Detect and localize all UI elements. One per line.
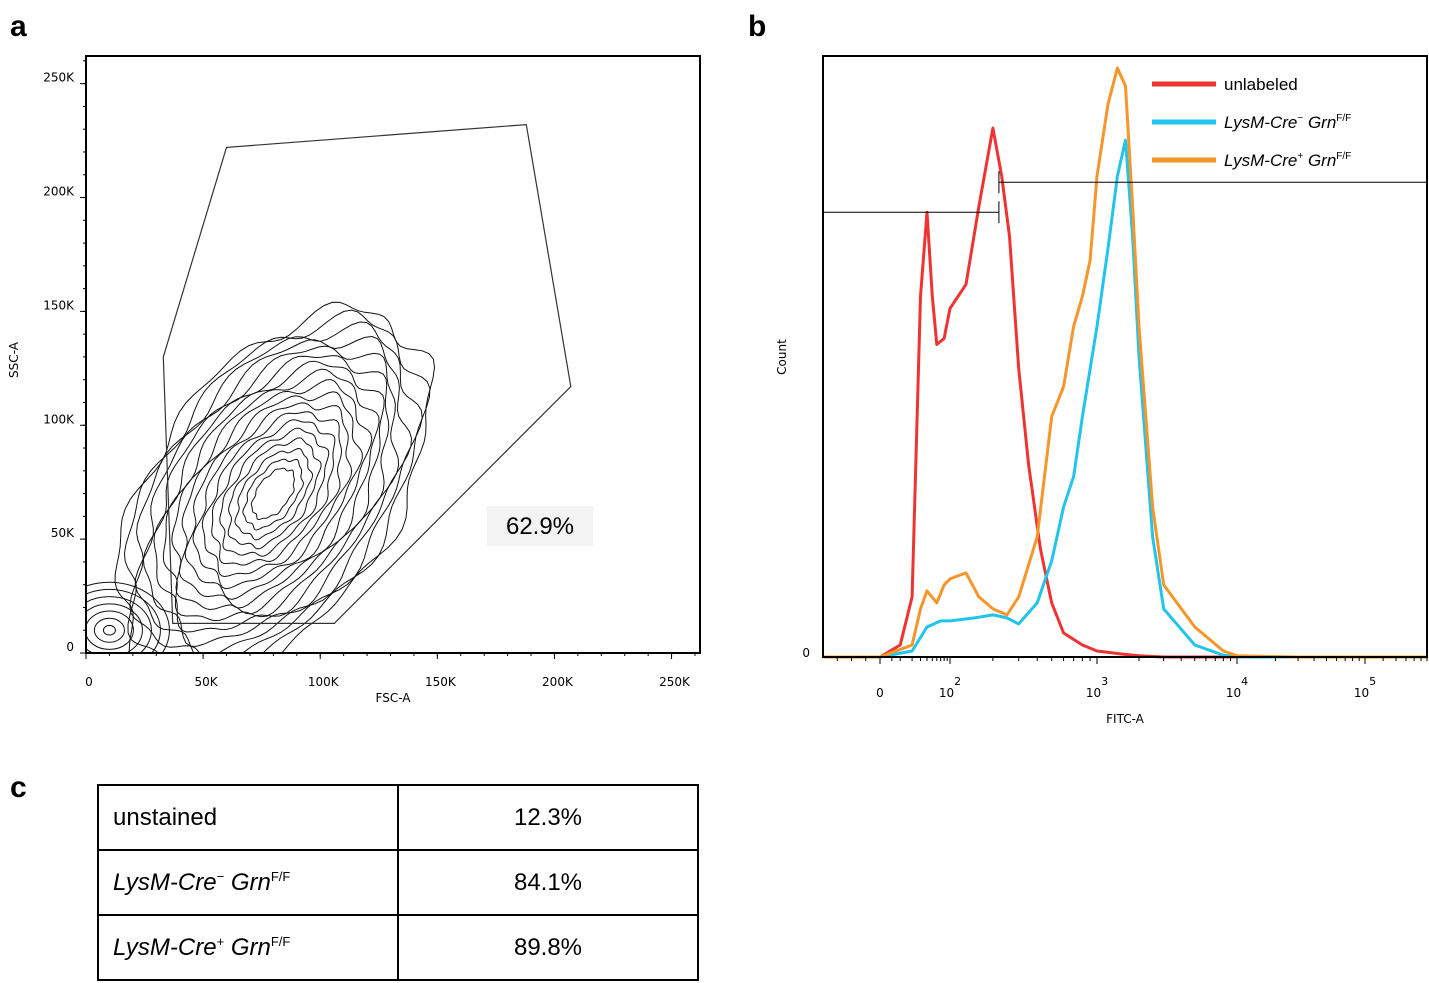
- table-cell-name: LysM-Cre+ GrnF/F: [97, 914, 399, 981]
- x-tick-label: 0: [876, 686, 884, 700]
- y-axis-label-a: SSC-A: [7, 341, 21, 378]
- x-tick-label: 50K: [195, 675, 219, 689]
- x-tick-label: 105: [1354, 675, 1376, 700]
- contour-line: [242, 458, 304, 531]
- x-tick-label: 250K: [659, 675, 691, 689]
- contour-line: [219, 427, 330, 557]
- x-tick-label: 200K: [542, 675, 574, 689]
- contour-line: [227, 437, 322, 550]
- contour-plot-panel: 0 50K 100K 150K 200K 250K 0 50K 100K 150K 200K 250K…: [7, 55, 701, 705]
- legend-entry: LysM-Cre+ GrnF/F: [1224, 151, 1351, 170]
- contour-line: [102, 624, 116, 636]
- x-tick-label: 0: [85, 675, 93, 689]
- table-cell-value: 12.3%: [397, 784, 699, 851]
- contour-line: [86, 581, 170, 653]
- plot-frame-b: [822, 55, 1428, 658]
- table-cell-value: 84.1%: [397, 849, 699, 916]
- x-tick-label: 102: [939, 675, 961, 700]
- contour-line: [234, 447, 314, 541]
- table-row: unstained 12.3%: [97, 784, 699, 851]
- contour-line: [86, 603, 143, 653]
- y-tick-label: 200K: [43, 185, 75, 199]
- y-tick-label: 50K: [51, 526, 75, 540]
- contour-line: [114, 301, 436, 653]
- x-tick-label: 103: [1086, 675, 1108, 700]
- plot-frame-a: [85, 55, 701, 654]
- table-cell-name: unstained: [97, 784, 399, 851]
- gate-polygon: [162, 123, 572, 625]
- table-row: LysM-Cre− GrnF/F 84.1%: [97, 849, 699, 916]
- series-line: [823, 66, 1427, 659]
- histogram-panel: 0 102 103 104 105 0 FITC-A Count unlabeled Lys…: [775, 55, 1428, 726]
- y-axis-label-b: Count: [775, 339, 789, 375]
- table-cell-name: LysM-Cre− GrnF/F: [97, 849, 399, 916]
- contour-line: [153, 355, 390, 633]
- panel-label-a: a: [10, 10, 27, 43]
- legend-entry: unlabeled: [1224, 75, 1298, 94]
- y-tick-label: 100K: [43, 412, 75, 426]
- series-line: [823, 138, 1427, 659]
- y-tick-label: 0: [66, 640, 74, 654]
- contour-line: [250, 467, 295, 520]
- series-line: [823, 126, 1427, 659]
- x-tick-label: 104: [1226, 675, 1248, 700]
- contour-line: [86, 596, 152, 653]
- contour-line: [142, 345, 400, 647]
- contour-line: [178, 379, 373, 609]
- contour-line: [134, 335, 413, 653]
- x-tick-label: 150K: [425, 675, 457, 689]
- contour-line: [93, 617, 125, 643]
- contour-line: [211, 419, 336, 566]
- y-tick-label: 0: [802, 646, 810, 660]
- contour-line: [192, 402, 353, 590]
- axis-ticks-a: 0 50K 100K 150K 200K 250K 0 50K 100K 150K 200K 250K: [43, 60, 696, 689]
- contour-lines: [86, 301, 436, 653]
- contour-line: [171, 368, 380, 615]
- table-cell-value: 89.8%: [397, 914, 699, 981]
- y-tick-label: 250K: [43, 71, 75, 85]
- legend: unlabeled LysM-Cre− GrnF/F LysM-Cre+ GrnF/…: [1152, 75, 1351, 170]
- contour-line: [86, 610, 134, 650]
- panel-label-c: c: [10, 771, 27, 804]
- table-row: LysM-Cre+ GrnF/F 89.8%: [97, 914, 699, 981]
- x-tick-label: 100K: [308, 675, 340, 689]
- gate-markers: [823, 171, 1427, 224]
- contour-line: [123, 309, 431, 653]
- legend-entry: LysM-Cre− GrnF/F: [1224, 113, 1351, 132]
- x-axis-label-a: FSC-A: [376, 691, 412, 705]
- gate-percentage: 62.9%: [506, 513, 574, 540]
- gate-percentage-bg: [487, 506, 593, 546]
- contour-line: [201, 411, 343, 578]
- results-table: unstained 12.3% LysM-Cre− GrnF/F 84.1% L…: [97, 784, 699, 981]
- contour-line: [184, 391, 363, 600]
- panel-label-b: b: [748, 10, 766, 43]
- contour-line: [86, 588, 161, 653]
- x-axis-label-b: FITC-A: [1106, 712, 1145, 726]
- contour-line: [129, 321, 423, 653]
- y-tick-label: 150K: [43, 298, 75, 312]
